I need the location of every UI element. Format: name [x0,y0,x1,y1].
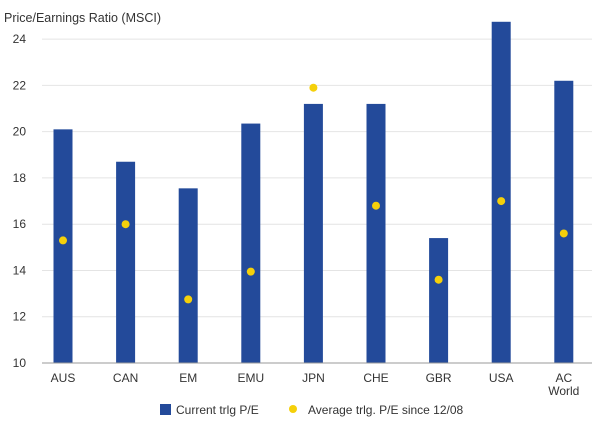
x-tick-label: USA [489,371,514,385]
y-tick-label: 16 [13,217,27,231]
bar [178,188,198,363]
x-tick-label: AC [555,371,572,385]
y-tick-label: 12 [13,310,27,324]
x-tick-label: JPN [302,371,325,385]
legend: Current trlg P/E Average trlg. P/E since… [160,403,464,417]
x-tick-label: CAN [113,371,138,385]
legend-dot-swatch [289,405,297,413]
y-tick-label: 18 [13,171,27,185]
x-tick-label: CHE [363,371,388,385]
scatter-point [246,267,255,276]
bar [366,103,386,363]
y-tick-label: 24 [13,32,27,46]
legend-bar-label: Current trlg P/E [176,403,259,417]
x-tick-label: GBR [426,371,452,385]
bar-series [53,21,574,364]
bar [429,238,449,363]
y-tick-label: 20 [13,125,27,139]
legend-dot-label: Average trlg. P/E since 12/08 [308,403,464,417]
x-tick-label: World [548,384,579,398]
bar [116,161,136,363]
y-tick-label: 10 [13,356,27,370]
bar [491,21,511,364]
scatter-point [497,197,506,206]
scatter-point [372,201,380,210]
bar [53,129,73,363]
scatter-series [59,83,568,304]
x-tick-label: EMU [237,371,264,385]
scatter-point [434,275,443,284]
scatter-point [184,295,193,304]
x-tick-label: EM [179,371,197,385]
bar [303,103,323,363]
scatter-point [309,83,318,92]
bar [241,123,261,363]
scatter-point [559,229,568,238]
y-axis-ticks: 10 12 14 16 18 20 22 24 [13,32,27,370]
chart-title: Price/Earnings Ratio (MSCI) [4,11,161,25]
y-tick-label: 14 [13,263,27,277]
scatter-point [121,220,130,229]
y-tick-label: 22 [13,78,27,92]
x-tick-label: AUS [51,371,76,385]
scatter-point [59,236,67,245]
bar [554,80,574,364]
legend-bar-swatch [160,404,171,415]
